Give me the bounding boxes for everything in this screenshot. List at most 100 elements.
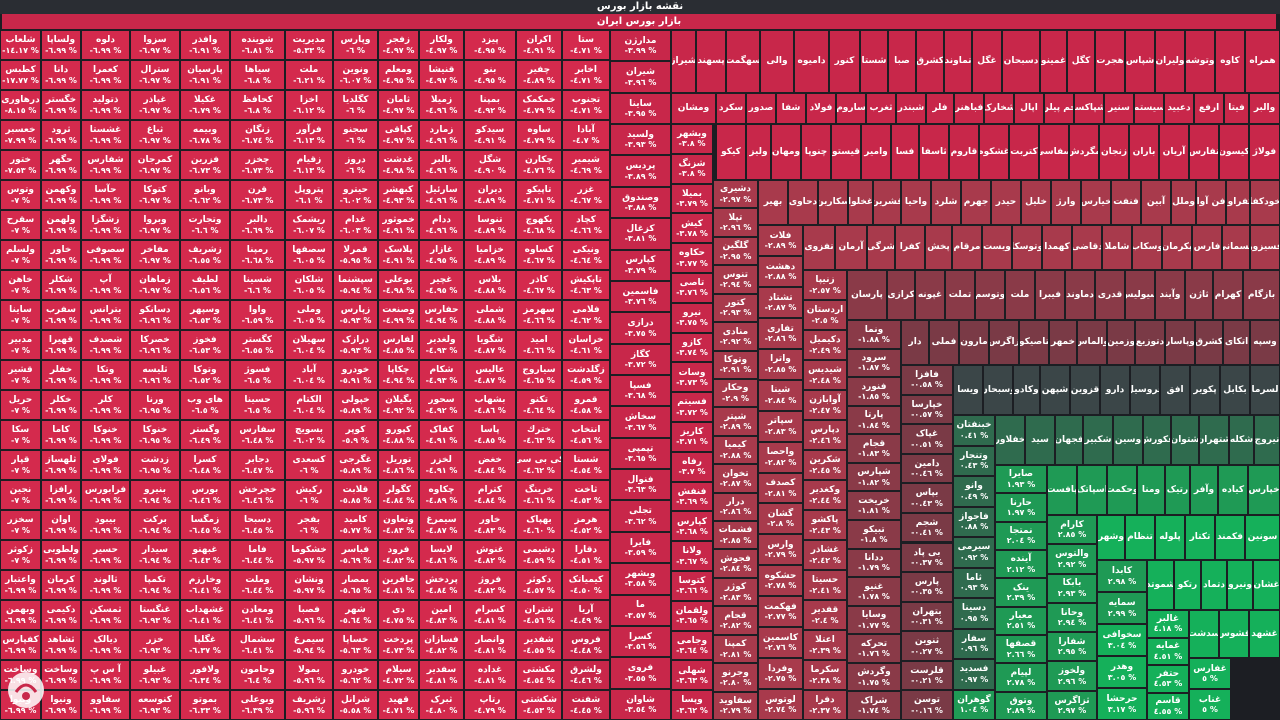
stock-tile[interactable]: ثباغ -٦.٩٧ % bbox=[130, 120, 180, 150]
stock-tile[interactable]: شکله bbox=[1229, 415, 1254, 465]
stock-tile[interactable]: درهاوری -٨.١٥ % bbox=[0, 90, 41, 120]
stock-tile[interactable]: وگستر -٦.٤٩ % bbox=[180, 420, 230, 450]
stock-tile[interactable]: سفرب -٦.٩٩ % bbox=[41, 300, 81, 330]
stock-tile[interactable]: وشهر bbox=[1097, 515, 1125, 560]
stock-tile[interactable]: پردیس -٣.٨٩ % bbox=[610, 155, 671, 187]
stock-tile[interactable]: کتربت bbox=[1009, 124, 1039, 180]
stock-tile[interactable]: آباد -٦.٠٤ % bbox=[285, 360, 333, 390]
stock-tile[interactable]: تنوس -٢.٩٤ % bbox=[713, 265, 758, 294]
stock-tile[interactable]: وتجارت -٦.٦ % bbox=[180, 210, 230, 240]
stock-tile[interactable]: خموثور -٤.٩١ % bbox=[378, 210, 419, 240]
stock-tile[interactable]: خغض -٤.٨٤ % bbox=[464, 450, 516, 480]
stock-tile[interactable]: دکوثر -٤.٥٧ % bbox=[516, 570, 562, 600]
stock-tile[interactable]: وخارزم -٦.٤١ % bbox=[180, 570, 230, 600]
stock-tile[interactable]: شفنت -٤.٤٥ % bbox=[562, 690, 610, 720]
stock-tile[interactable]: ساینا -٣.٩٥ % bbox=[610, 92, 671, 125]
stock-tile[interactable]: سخوافی ٣.٠٤ % bbox=[1097, 624, 1147, 656]
stock-tile[interactable]: ومعادن -٦.٤١ % bbox=[230, 600, 285, 630]
stock-tile[interactable]: غنیو -١.٧٨ % bbox=[847, 577, 901, 606]
stock-tile[interactable]: غنگستا -٦.٩٣ % bbox=[130, 600, 180, 630]
stock-tile[interactable]: ارفع bbox=[1194, 93, 1224, 124]
stock-tile[interactable]: بشهاب -٤.٨٦ % bbox=[464, 390, 516, 420]
stock-tile[interactable]: غمینو bbox=[1040, 30, 1067, 93]
stock-tile[interactable]: قلابت -٥.٨٥ % bbox=[333, 480, 378, 510]
stock-tile[interactable]: لخزر -٤.٩١ % bbox=[419, 450, 464, 480]
stock-tile[interactable]: بمولا -٥.٩٦ % bbox=[285, 660, 333, 690]
stock-tile[interactable]: سفار ٠.٩٦ % bbox=[953, 628, 995, 659]
stock-tile[interactable]: سخاش -٣.٦٧ % bbox=[610, 406, 671, 438]
stock-tile[interactable]: وسپهر -٦.٥٣ % bbox=[180, 300, 230, 330]
stock-tile[interactable]: قصفها ٢.٦٦ % bbox=[995, 635, 1047, 664]
stock-tile[interactable]: کسرام -٤.٨١ % bbox=[464, 600, 516, 630]
stock-tile[interactable]: دامین -٠.٤٦ % bbox=[901, 453, 953, 484]
stock-tile[interactable]: ساوه -٤.٧٩ % bbox=[516, 120, 562, 150]
stock-tile[interactable]: کشرق bbox=[1195, 320, 1223, 365]
stock-tile[interactable]: مارون bbox=[959, 320, 989, 365]
stock-tile[interactable]: حفارس -٤.٩٤ % bbox=[419, 300, 464, 330]
stock-tile[interactable]: غداده -٤.٨١ % bbox=[464, 660, 516, 690]
stock-tile[interactable]: سفاوو -٦.٩٩ % bbox=[81, 690, 130, 720]
stock-tile[interactable]: ویسا bbox=[953, 365, 983, 415]
stock-tile[interactable]: شبندر bbox=[896, 93, 926, 124]
stock-tile[interactable]: بهپاک -٤.٦٠ % bbox=[516, 510, 562, 540]
stock-tile[interactable]: ثالوند -٦.٩٩ % bbox=[81, 570, 130, 600]
stock-tile[interactable]: قدری bbox=[1095, 270, 1125, 320]
stock-tile[interactable]: نیرو -٣.٧٥ % bbox=[671, 302, 713, 333]
stock-tile[interactable]: دسبحا -٦.٤٥ % bbox=[230, 510, 285, 540]
stock-tile[interactable]: رکیش -٦ % bbox=[285, 480, 333, 510]
stock-tile[interactable]: حگهر -٦.٩٩ % bbox=[41, 150, 81, 180]
stock-tile[interactable]: بمصار -٥.٦٥ % bbox=[333, 570, 378, 600]
stock-tile[interactable]: شپارس -١.٨٢ % bbox=[847, 462, 901, 492]
stock-tile[interactable]: وسات -٣.٧٣ % bbox=[671, 362, 713, 393]
stock-tile[interactable]: بازگام bbox=[1243, 270, 1280, 320]
stock-tile[interactable]: سهیلان -٦.٠٤ % bbox=[285, 330, 333, 360]
stock-tile[interactable]: وسکاب bbox=[1132, 225, 1162, 270]
stock-tile[interactable]: دارو bbox=[1100, 365, 1130, 415]
stock-tile[interactable]: خودرو -٥.٩١ % bbox=[333, 360, 378, 390]
stock-tile[interactable]: قشرین bbox=[873, 180, 901, 225]
stock-tile[interactable]: وبوعلی -٦.٣٩ % bbox=[230, 690, 285, 720]
stock-tile[interactable]: حشکوه -٢.٧٨ % bbox=[758, 565, 803, 597]
stock-tile[interactable]: شفارا ٢.٩٥ % bbox=[1047, 632, 1097, 662]
stock-tile[interactable]: صبا bbox=[888, 30, 916, 93]
stock-tile[interactable]: وبروا -٦.٩٧ % bbox=[130, 210, 180, 240]
stock-tile[interactable]: آریا -٤.٤٩ % bbox=[562, 600, 610, 630]
stock-tile[interactable]: ومهان bbox=[771, 124, 801, 180]
stock-tile[interactable]: کیش -٣.٧٨ % bbox=[671, 213, 713, 244]
stock-tile[interactable]: ولافور -٦.٣٤ % bbox=[180, 660, 230, 690]
stock-tile[interactable]: کرازی bbox=[887, 270, 915, 320]
stock-tile[interactable]: وملل bbox=[1171, 180, 1196, 225]
stock-tile[interactable]: وانو ٠.٤٩ % bbox=[953, 476, 995, 507]
stock-tile[interactable]: بترانس -٦.٩٩ % bbox=[81, 300, 130, 330]
stock-tile[interactable]: فلات -٢.٨٩ % bbox=[758, 225, 803, 256]
stock-tile[interactable]: شلرد bbox=[931, 180, 961, 225]
stock-tile[interactable]: زمگسا -٦.٤٥ % bbox=[180, 510, 230, 540]
stock-tile[interactable]: امید -٤.٦٦ % bbox=[516, 330, 562, 360]
stock-tile[interactable]: ددانا -١.٧٩ % bbox=[847, 548, 901, 578]
stock-tile[interactable]: ولیران bbox=[1155, 30, 1185, 93]
stock-tile[interactable]: زنگان -٦.٧٤ % bbox=[230, 120, 285, 150]
stock-tile[interactable]: فیتا bbox=[1224, 93, 1249, 124]
stock-tile[interactable]: ثامان -٤.٩٧ % bbox=[378, 90, 419, 120]
stock-tile[interactable]: فسا bbox=[891, 124, 919, 180]
stock-tile[interactable]: کیاده bbox=[1218, 465, 1248, 515]
stock-tile[interactable]: عالیس -٤.٨٧ % bbox=[464, 360, 516, 390]
stock-tile[interactable]: مگردش bbox=[1069, 124, 1099, 180]
stock-tile[interactable]: شفدیر -٤.٥٥ % bbox=[516, 630, 562, 660]
stock-tile[interactable]: فنوال -٣.٦٣ % bbox=[610, 469, 671, 501]
stock-tile[interactable]: قجام -٢.٨٢ % bbox=[713, 606, 758, 635]
stock-tile[interactable]: سیمرغ -٤.٨٧ % bbox=[419, 510, 464, 540]
stock-tile[interactable]: زماهان -٦.٩٧ % bbox=[130, 270, 180, 300]
stock-tile[interactable]: فاما -٦.٤٤ % bbox=[230, 540, 285, 570]
stock-tile[interactable]: فیبرا bbox=[1035, 270, 1065, 320]
stock-tile[interactable]: کازو -٣.٧٤ % bbox=[671, 332, 713, 363]
stock-tile[interactable]: دسینا ٠.٩٥ % bbox=[953, 598, 995, 629]
stock-tile[interactable]: غفارس ٥ % bbox=[1189, 658, 1231, 689]
stock-tile[interactable]: کفرا bbox=[895, 225, 925, 270]
stock-tile[interactable]: غکیلا -٦.٧٩ % bbox=[180, 90, 230, 120]
stock-tile[interactable]: سیمرغ -٥.٩٤ % bbox=[285, 630, 333, 660]
stock-tile[interactable]: بموتو -٦.٣٣ % bbox=[180, 690, 230, 720]
stock-tile[interactable]: ولسلم -٧ % bbox=[0, 240, 41, 270]
stock-tile[interactable]: خنوکا -٦.٩٩ % bbox=[81, 420, 130, 450]
stock-tile[interactable]: لایسا -٤.٨٦ % bbox=[419, 540, 464, 570]
